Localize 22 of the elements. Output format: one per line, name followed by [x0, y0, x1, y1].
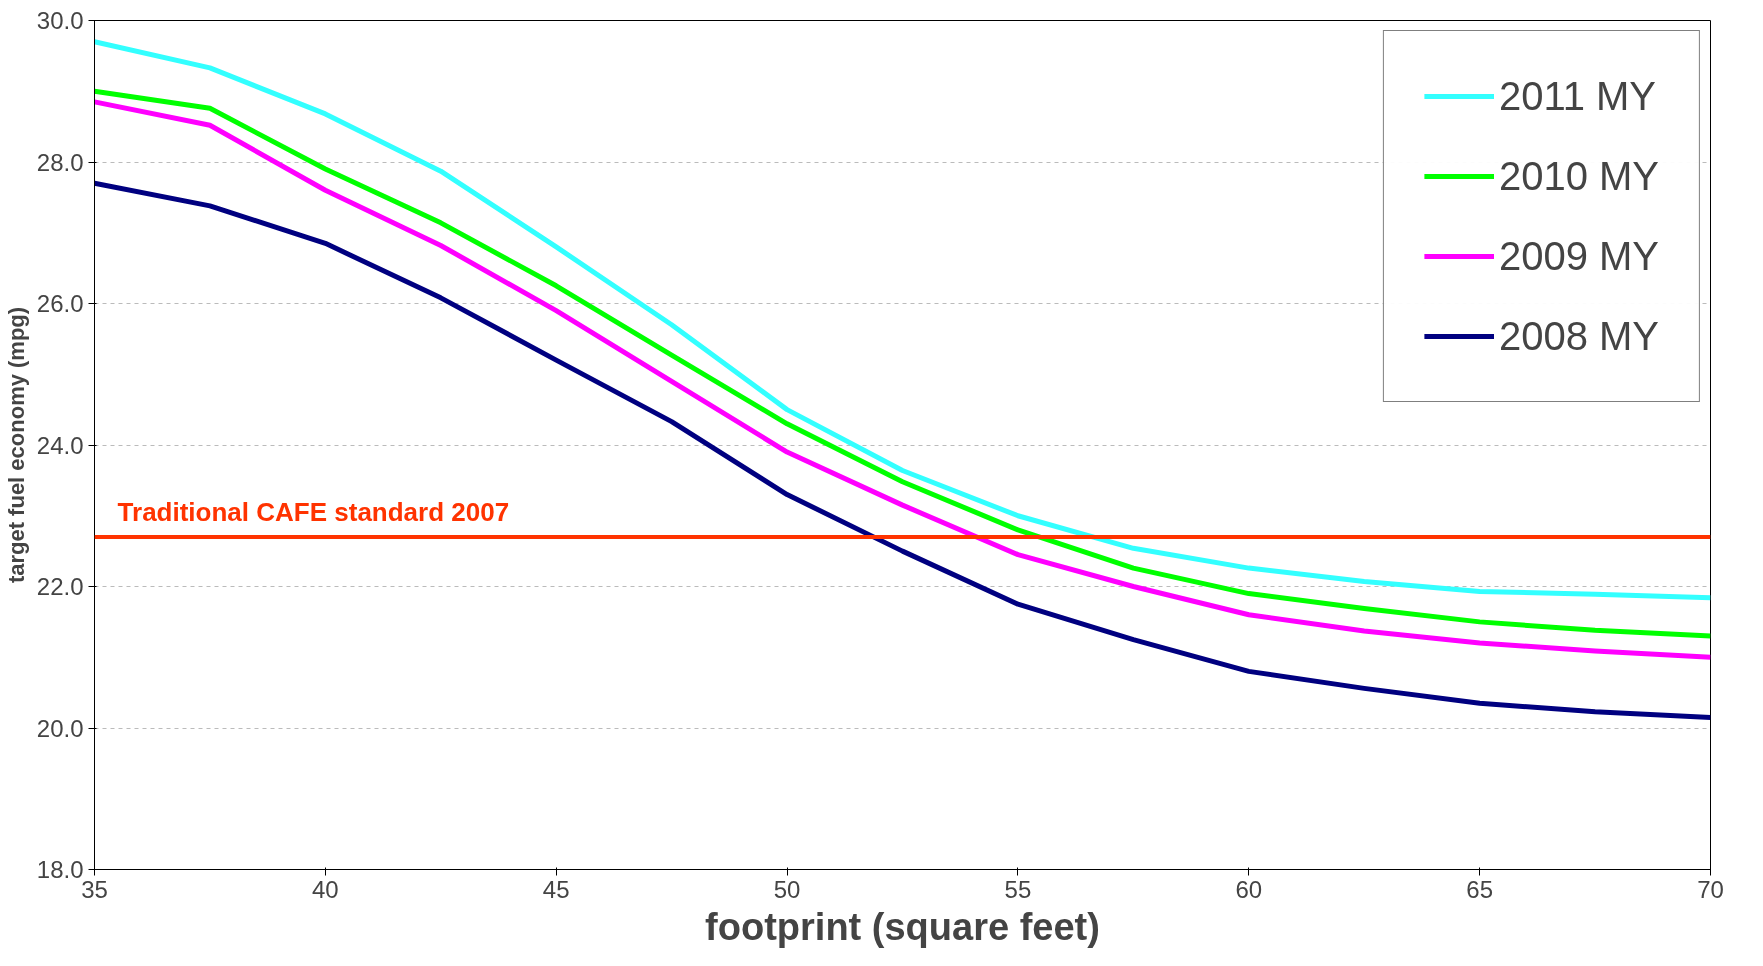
y-tick-label: 28.0 — [36, 148, 84, 176]
x-tick-label: 60 — [1235, 875, 1263, 903]
y-axis-title: target fuel economy (mpg) — [3, 306, 29, 584]
y-tick-label: 18.0 — [36, 856, 84, 883]
legend-label: 2008 MY — [1498, 312, 1659, 360]
y-tick-label: 24.0 — [36, 431, 84, 459]
x-tick-label: 45 — [542, 875, 570, 903]
x-tick-label: 65 — [1466, 875, 1493, 903]
x-tick-label: 35 — [81, 875, 108, 903]
x-axis-title: footprint (square feet) — [705, 905, 1100, 948]
ref-line-label: Traditional CAFE standard 2007 — [117, 496, 510, 527]
x-tick-label: 40 — [312, 875, 339, 903]
x-tick-label: 55 — [1004, 875, 1032, 903]
legend-label: 2009 MY — [1498, 232, 1659, 280]
y-tick-label: 22.0 — [36, 573, 84, 600]
legend-label: 2011 MY — [1498, 72, 1657, 120]
x-tick-label: 70 — [1697, 875, 1724, 903]
y-tick-label: 30.0 — [36, 7, 84, 34]
y-tick-label: 20.0 — [36, 714, 84, 742]
x-tick-label: 50 — [773, 875, 801, 903]
y-tick-label: 26.0 — [36, 290, 84, 317]
legend-label: 2010 MY — [1498, 152, 1659, 200]
